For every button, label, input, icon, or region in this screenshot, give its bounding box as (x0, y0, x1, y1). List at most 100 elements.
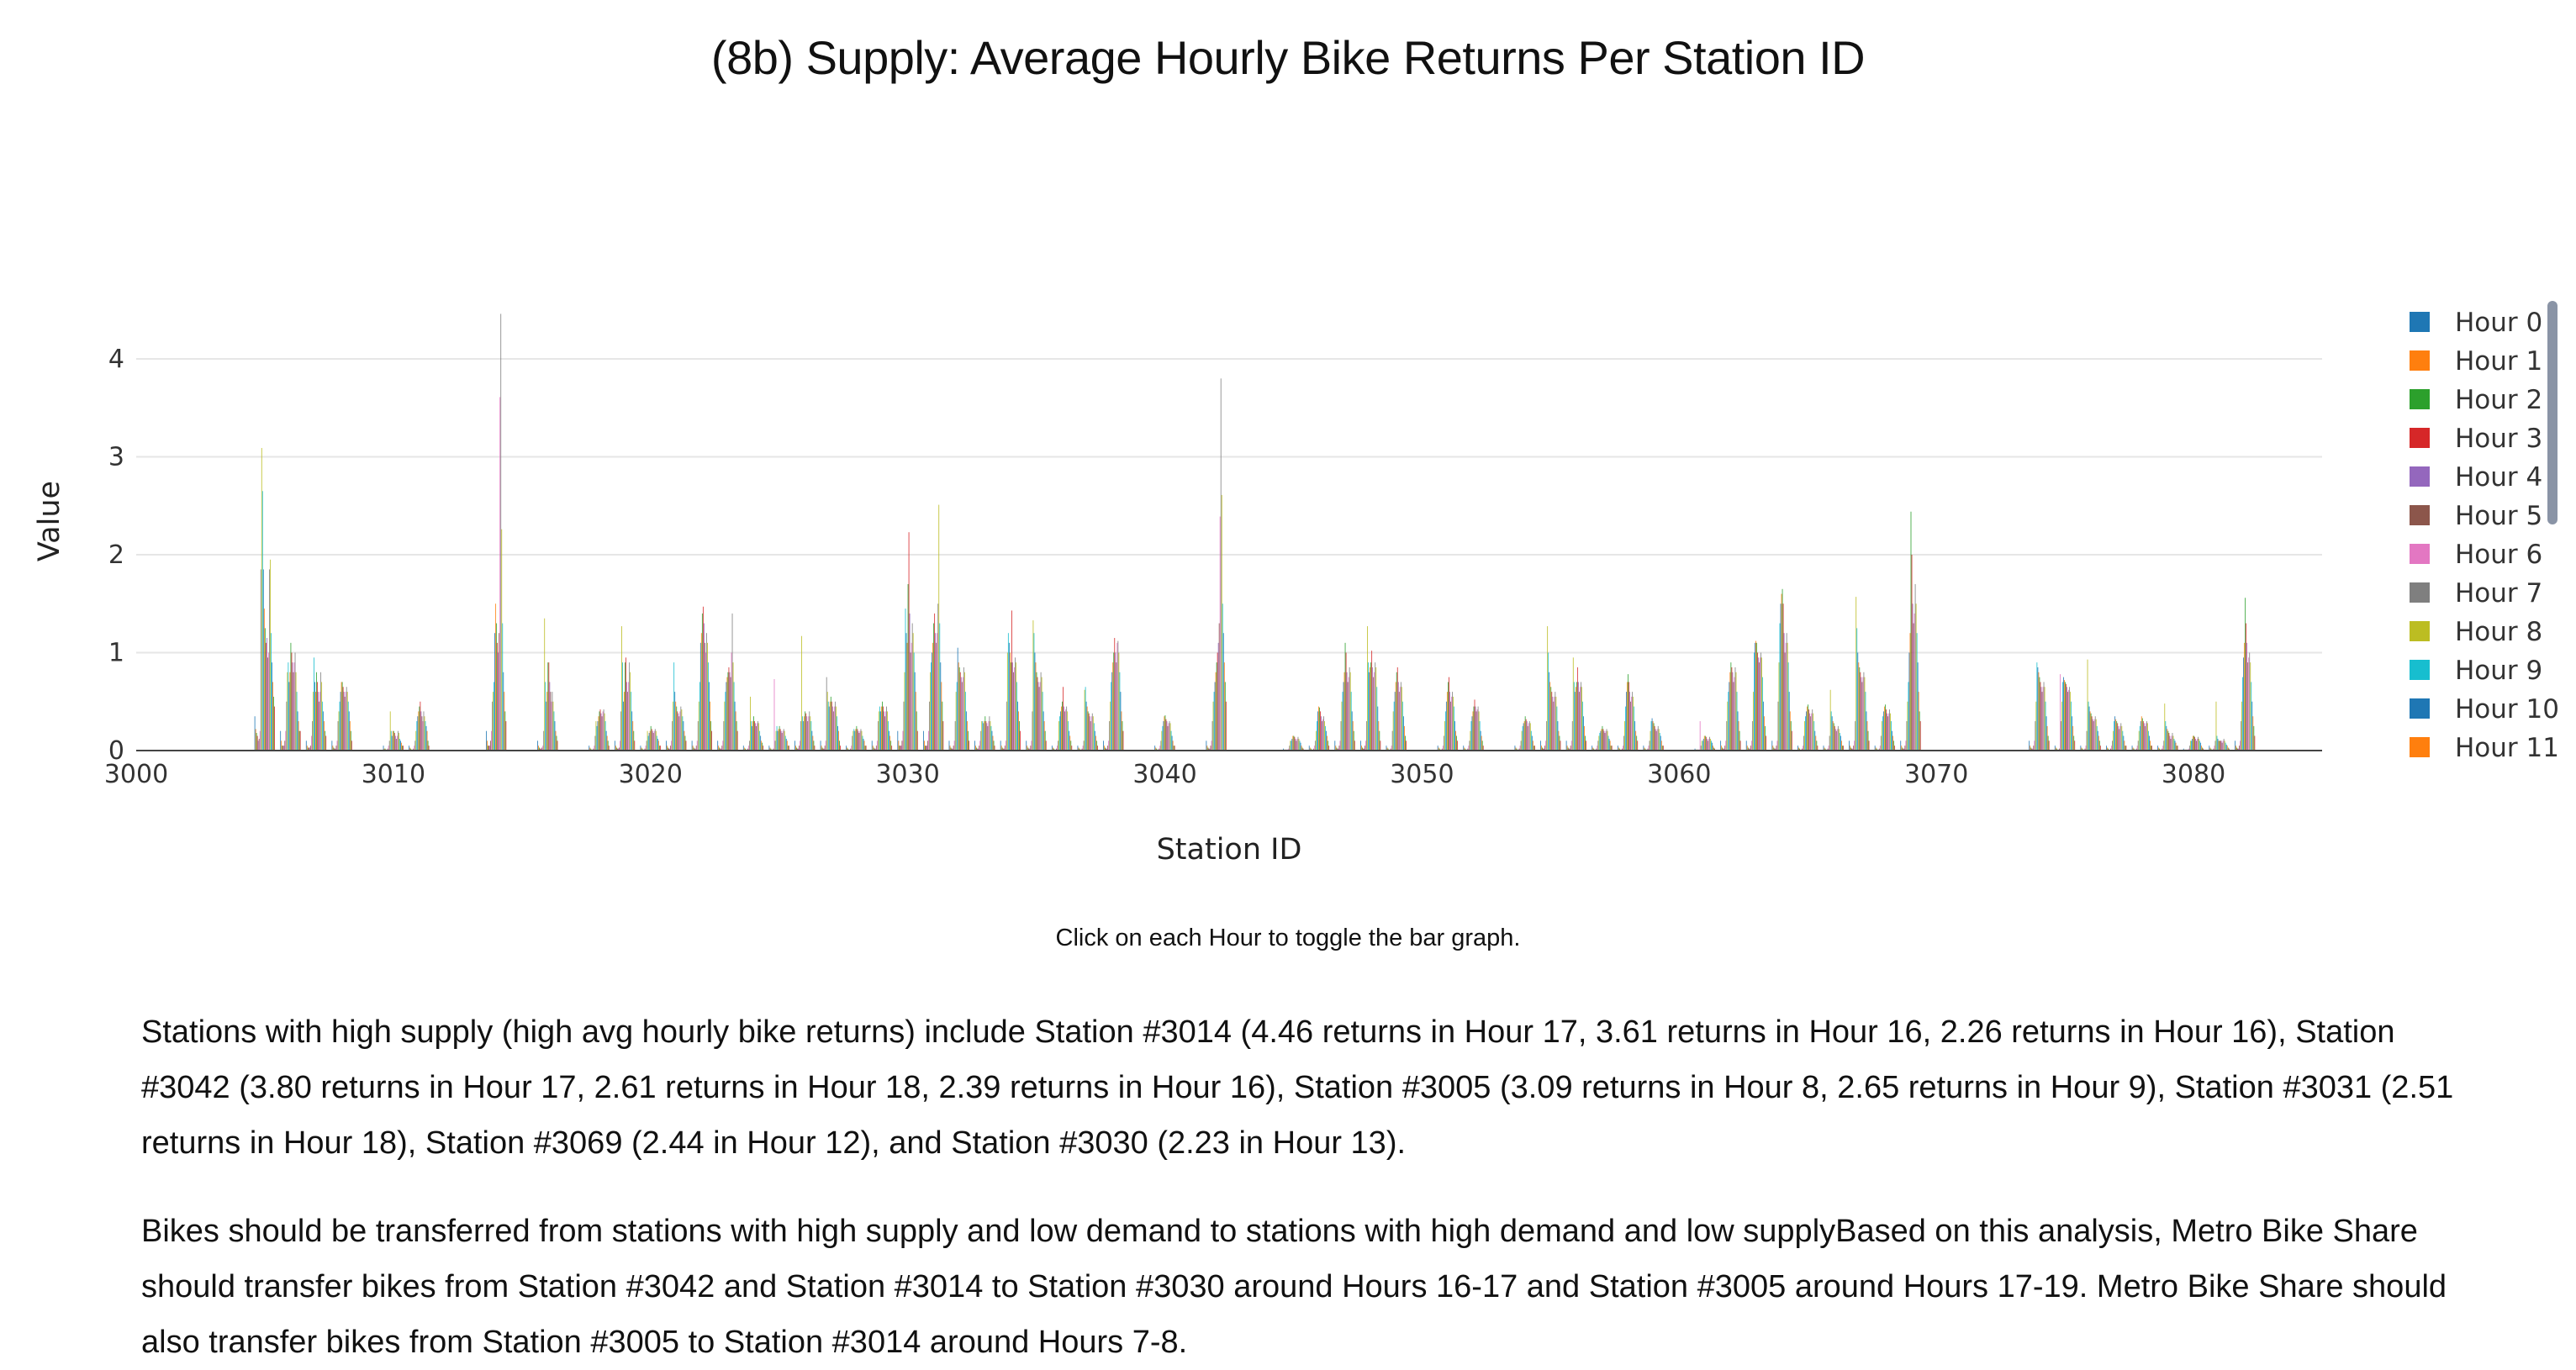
bar-station-3023-hour-17[interactable] (731, 613, 733, 751)
bar-station-3047-hour-0[interactable] (1334, 740, 1336, 751)
bar-station-3067-hour-16[interactable] (1862, 677, 1864, 751)
bar-station-3076-hour-5[interactable] (2084, 748, 2086, 751)
bar-station-3054-hour-8[interactable] (1521, 730, 1523, 751)
bar-station-3056-hour-0[interactable] (1565, 740, 1567, 751)
bar-station-3005-hour-8[interactable] (261, 448, 262, 751)
bar-station-3061-hour-23[interactable] (1714, 748, 1715, 751)
legend-swatch[interactable] (2410, 698, 2430, 719)
bar-station-3067-hour-20[interactable] (1866, 711, 1867, 751)
bar-station-3036-hour-21[interactable] (1069, 735, 1071, 751)
bar-station-3028-hour-18[interactable] (861, 730, 863, 751)
bar-station-3032-hour-21[interactable] (967, 721, 968, 751)
bar-station-3030-hour-14[interactable] (909, 613, 911, 751)
bar-station-3028-hour-7[interactable] (852, 735, 853, 751)
bar-station-3082-hour-10[interactable] (2243, 657, 2244, 751)
bar-station-3014-hour-4[interactable] (489, 746, 490, 751)
bar-station-3030-hour-1[interactable] (898, 740, 900, 751)
legend-label[interactable]: Hour 11 (2455, 733, 2559, 763)
bar-station-3075-hour-9[interactable] (2062, 682, 2063, 751)
bar-station-3082-hour-3[interactable] (2237, 748, 2238, 751)
bar-station-3046-hour-20[interactable] (1326, 730, 1328, 751)
bar-station-3005-hour-22[interactable] (273, 696, 274, 751)
bar-station-3056-hour-6[interactable] (1570, 740, 1572, 751)
bar-station-3026-hour-19[interactable] (810, 721, 812, 751)
bar-station-3029-hour-13[interactable] (883, 706, 884, 751)
bar-station-3061-hour-16[interactable] (1708, 739, 1709, 751)
bar-station-3052-hour-6[interactable] (1468, 746, 1470, 751)
bar-station-3047-hour-1[interactable] (1335, 746, 1337, 751)
bar-station-3058-hour-2[interactable] (1618, 748, 1620, 751)
bar-station-3074-hour-16[interactable] (2042, 687, 2044, 751)
bar-station-3062-hour-17[interactable] (1734, 667, 1736, 751)
bar-station-3029-hour-0[interactable] (871, 740, 873, 751)
bar-station-3025-hour-0[interactable] (768, 746, 770, 751)
bar-station-3014-hour-18[interactable] (501, 529, 503, 751)
bar-station-3022-hour-22[interactable] (710, 721, 711, 751)
bar-station-3075-hour-18[interactable] (2070, 692, 2072, 751)
bar-station-3054-hour-10[interactable] (1523, 723, 1524, 751)
bar-station-3018-hour-16[interactable] (602, 711, 604, 751)
bar-station-3030-hour-13[interactable] (908, 532, 910, 751)
bar-station-3077-hour-20[interactable] (2123, 735, 2125, 751)
bar-station-3023-hour-3[interactable] (720, 748, 721, 751)
bar-station-3025-hour-19[interactable] (784, 735, 786, 751)
bar-station-3020-hour-6[interactable] (645, 746, 647, 751)
bar-station-3038-hour-13[interactable] (1114, 638, 1116, 751)
bar-station-3034-hour-21[interactable] (1018, 711, 1019, 751)
legend-swatch[interactable] (2410, 428, 2430, 448)
bar-station-3038-hour-19[interactable] (1119, 672, 1121, 751)
bar-station-3026-hour-21[interactable] (812, 735, 814, 751)
bar-station-3040-hour-0[interactable] (1154, 746, 1156, 751)
bar-station-3068-hour-5[interactable] (1878, 748, 1880, 751)
bar-station-3010-hour-9[interactable] (390, 730, 392, 751)
bar-station-3008-hour-7[interactable] (337, 721, 339, 751)
bar-station-3030-hour-4[interactable] (900, 746, 902, 751)
bar-station-3077-hour-1[interactable] (2107, 747, 2108, 751)
bar-station-3045-hour-7[interactable] (1289, 746, 1291, 751)
bar-station-3064-hour-19[interactable] (1787, 662, 1789, 751)
bar-station-3046-hour-12[interactable] (1319, 707, 1320, 751)
bar-station-3052-hour-11[interactable] (1472, 711, 1474, 751)
bar-station-3045-hour-16[interactable] (1296, 739, 1298, 751)
bar-station-3055-hour-12[interactable] (1550, 687, 1552, 751)
bar-station-3027-hour-20[interactable] (837, 725, 838, 751)
bar-station-3033-hour-16[interactable] (988, 721, 990, 751)
bar-station-3061-hour-9[interactable] (1702, 740, 1703, 751)
bar-station-3064-hour-14[interactable] (1783, 633, 1785, 751)
legend-item-hour-5[interactable]: Hour 5 (2410, 501, 2542, 531)
bar-station-3037-hour-15[interactable] (1090, 721, 1091, 751)
bar-station-3005-hour-17[interactable] (269, 569, 270, 751)
bar-station-3021-hour-6[interactable] (671, 740, 673, 751)
bar-station-3074-hour-2[interactable] (2030, 747, 2032, 751)
bar-station-3038-hour-0[interactable] (1103, 740, 1104, 751)
bar-station-3034-hour-8[interactable] (1006, 652, 1008, 751)
bar-station-3056-hour-5[interactable] (1570, 746, 1571, 751)
bar-station-3005-hour-10[interactable] (262, 569, 264, 751)
bar-station-3010-hour-13[interactable] (393, 733, 395, 751)
bar-station-3031-hour-19[interactable] (939, 623, 941, 751)
bar-station-3057-hour-15[interactable] (1604, 733, 1606, 751)
bar-station-3064-hour-21[interactable] (1789, 711, 1791, 751)
bar-station-3014-hour-8[interactable] (493, 692, 494, 751)
bar-station-3026-hour-17[interactable] (809, 711, 810, 751)
bar-station-3037-hour-23[interactable] (1096, 746, 1098, 751)
bar-station-3021-hour-0[interactable] (666, 740, 667, 751)
bar-station-3021-hour-11[interactable] (675, 701, 677, 751)
bar-station-3064-hour-2[interactable] (1773, 747, 1775, 751)
bar-station-3067-hour-13[interactable] (1860, 672, 1861, 751)
bar-station-3018-hour-5[interactable] (593, 748, 594, 751)
bar-station-3036-hour-23[interactable] (1071, 746, 1073, 751)
bar-station-3034-hour-16[interactable] (1014, 667, 1015, 751)
bar-station-3007-hour-1[interactable] (306, 746, 308, 751)
bar-station-3008-hour-18[interactable] (346, 692, 348, 751)
bar-station-3008-hour-12[interactable] (341, 682, 343, 751)
bar-station-3048-hour-1[interactable] (1361, 746, 1362, 751)
bar-station-3082-hour-15[interactable] (2247, 662, 2249, 751)
bar-station-3016-hour-21[interactable] (555, 730, 557, 751)
bar-station-3007-hour-16[interactable] (319, 692, 320, 751)
bar-station-3065-hour-11[interactable] (1807, 706, 1808, 751)
bar-station-3006-hour-18[interactable] (295, 672, 297, 751)
bar-station-3049-hour-14[interactable] (1397, 682, 1399, 751)
bar-station-3040-hour-19[interactable] (1170, 730, 1172, 751)
bar-station-3040-hour-9[interactable] (1162, 725, 1164, 751)
